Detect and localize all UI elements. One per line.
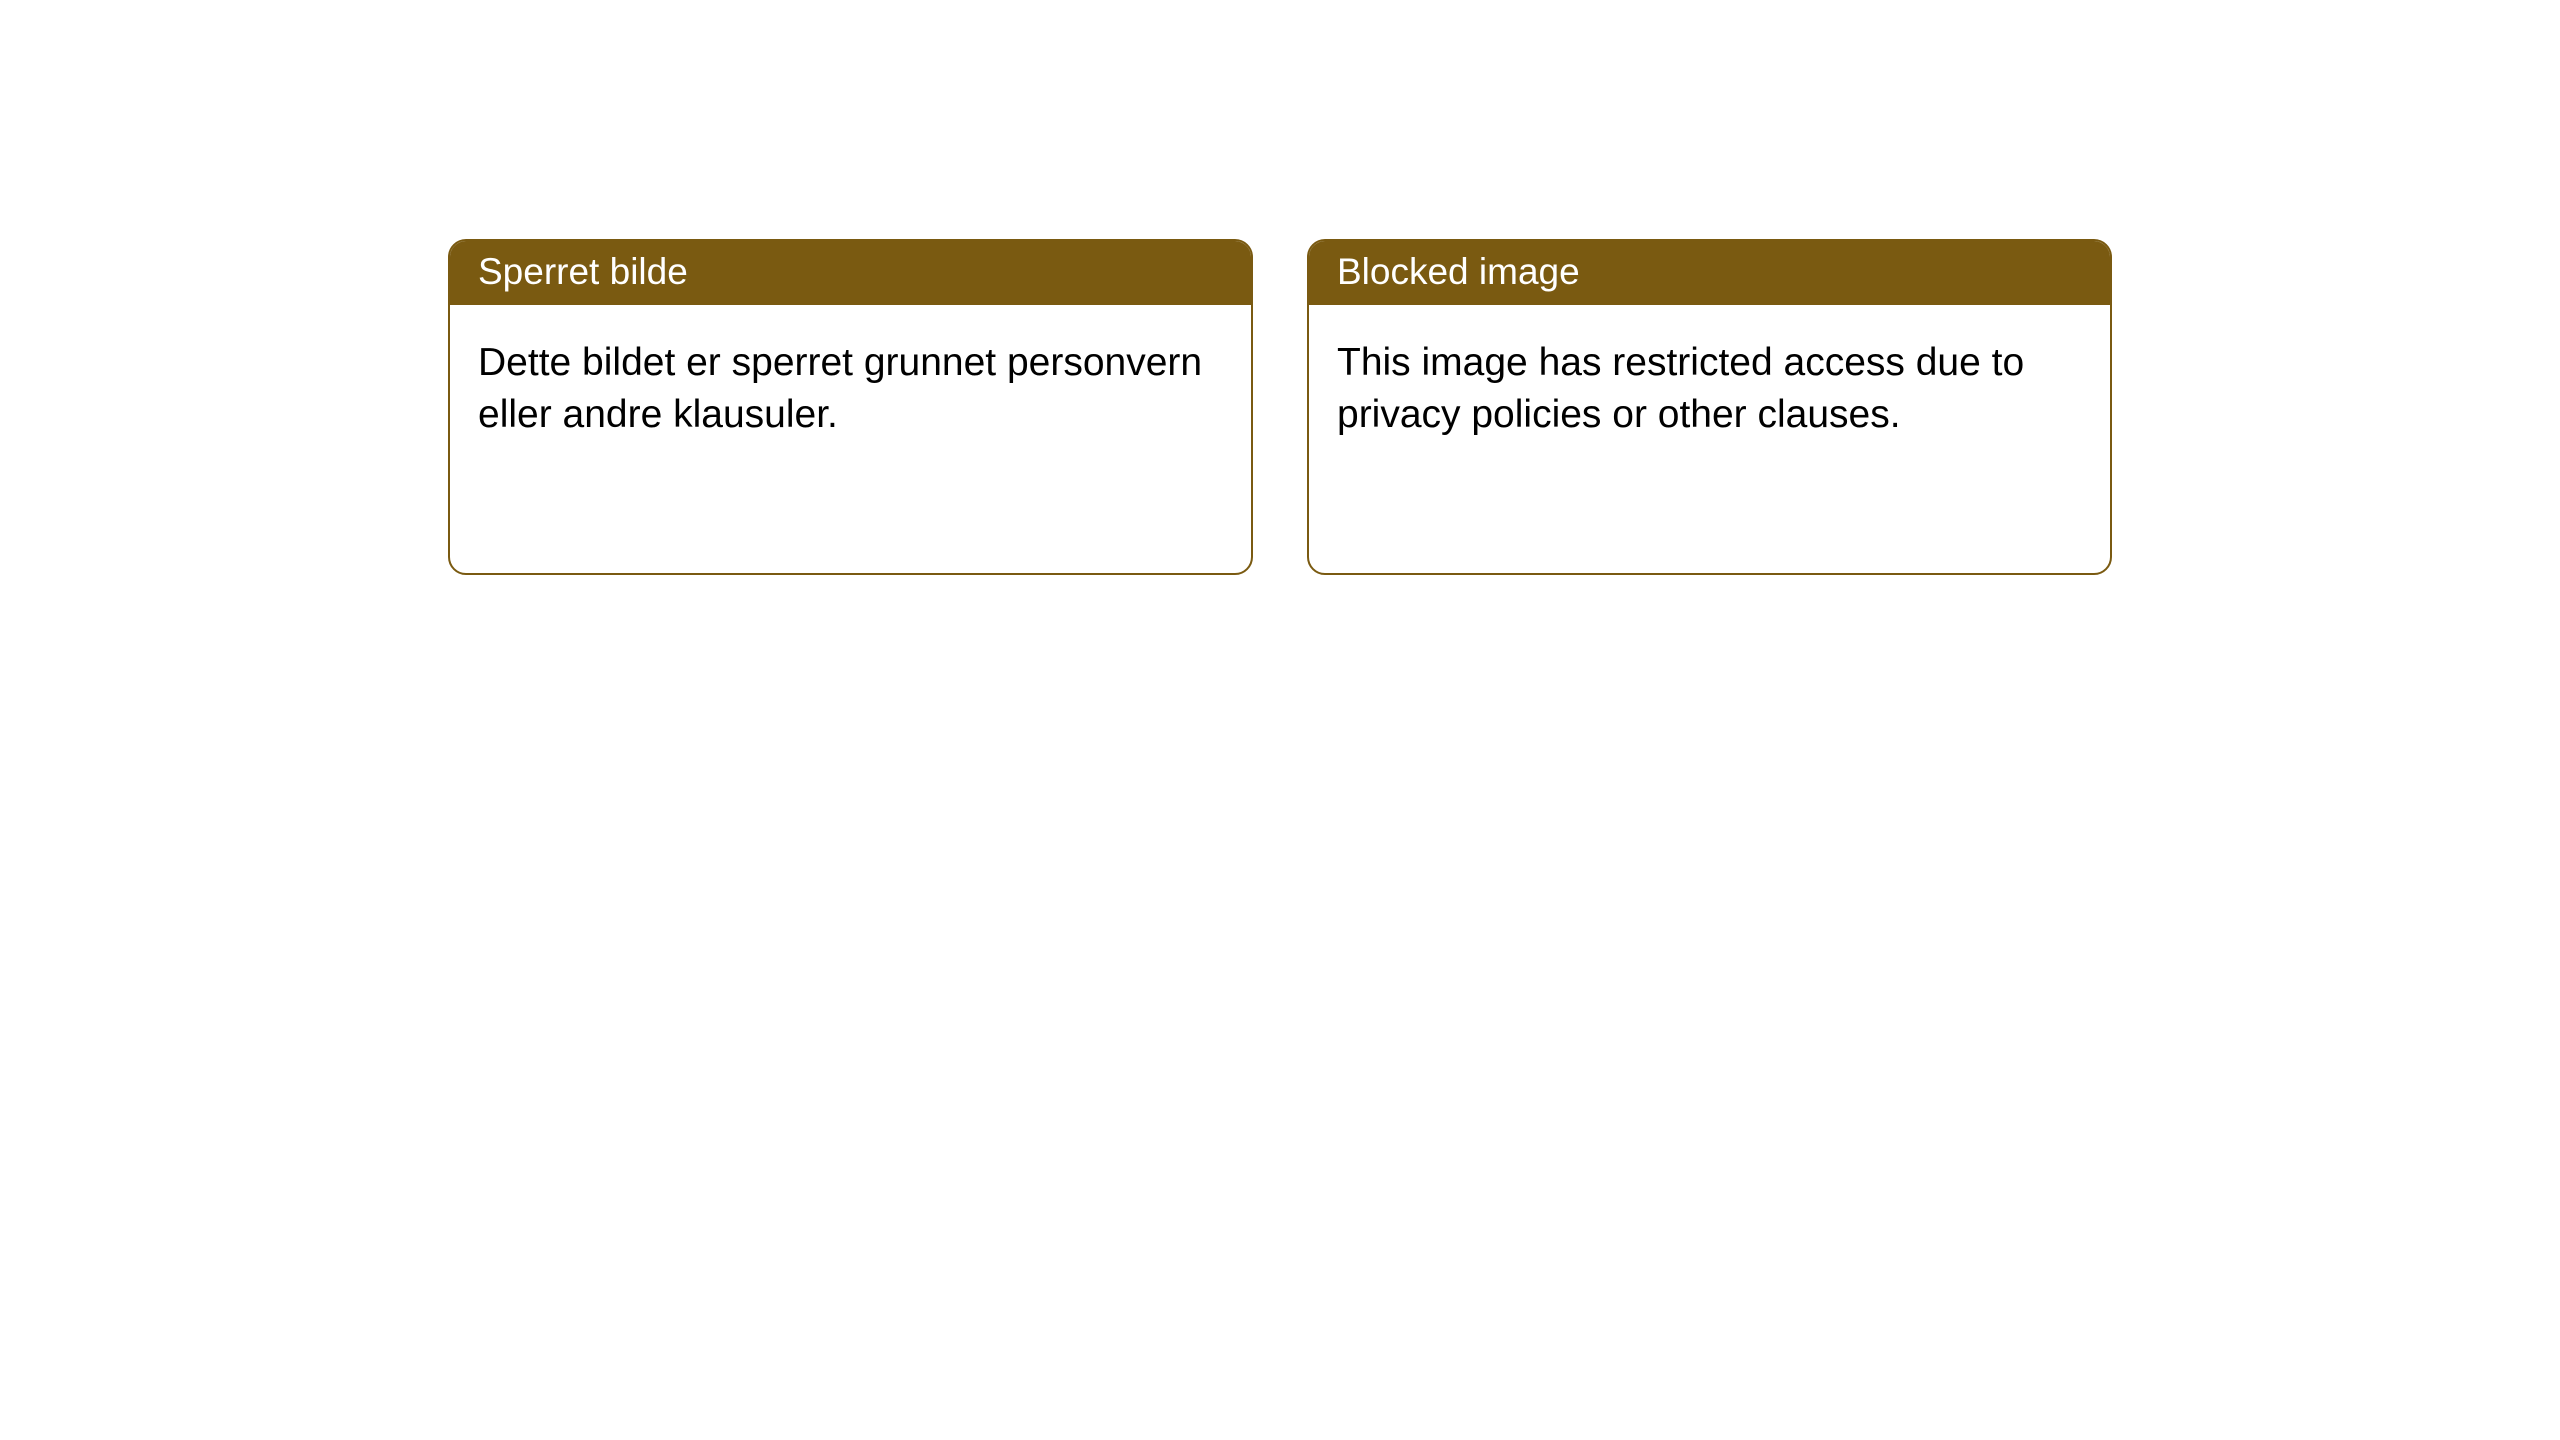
panel-header-en: Blocked image (1309, 241, 2110, 305)
panel-title-no: Sperret bilde (478, 251, 688, 292)
panel-body-en: This image has restricted access due to … (1309, 305, 2110, 473)
blocked-image-panel-no: Sperret bilde Dette bildet er sperret gr… (448, 239, 1253, 575)
panel-header-no: Sperret bilde (450, 241, 1251, 305)
panel-title-en: Blocked image (1337, 251, 1580, 292)
blocked-image-panel-en: Blocked image This image has restricted … (1307, 239, 2112, 575)
panel-text-no: Dette bildet er sperret grunnet personve… (478, 337, 1223, 441)
panel-text-en: This image has restricted access due to … (1337, 337, 2082, 441)
panel-body-no: Dette bildet er sperret grunnet personve… (450, 305, 1251, 473)
notice-container: Sperret bilde Dette bildet er sperret gr… (0, 0, 2560, 575)
